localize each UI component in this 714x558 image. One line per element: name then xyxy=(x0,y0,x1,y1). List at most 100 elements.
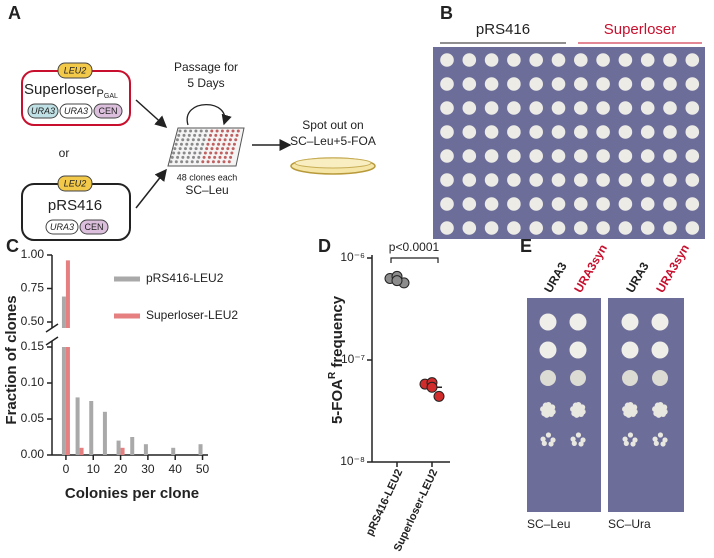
colony-spot xyxy=(551,149,566,163)
colony-spot xyxy=(652,370,668,386)
well xyxy=(174,142,178,146)
well xyxy=(231,147,235,151)
well xyxy=(219,133,223,137)
gene-box xyxy=(93,103,123,119)
well xyxy=(223,155,227,159)
well xyxy=(189,147,193,151)
colony-spot xyxy=(507,149,521,163)
colony-spot xyxy=(640,53,655,67)
y-tick-label: 1.00 xyxy=(21,247,45,261)
colony-spot xyxy=(507,77,521,91)
colony-spot xyxy=(529,101,543,115)
colony-spot xyxy=(596,125,610,139)
marker-box xyxy=(57,175,93,192)
well xyxy=(187,133,191,137)
colony-spot xyxy=(663,173,677,187)
colony-spot xyxy=(529,149,543,163)
well xyxy=(209,151,213,155)
colony-spot xyxy=(540,436,546,442)
colony-spot xyxy=(651,313,669,331)
well xyxy=(209,133,213,137)
well xyxy=(193,133,197,137)
legend-label: pRS416-LEU2 xyxy=(146,271,224,285)
colony-spot xyxy=(662,437,668,443)
x-tick-label: 50 xyxy=(196,462,210,476)
well xyxy=(196,160,199,164)
colony-spot xyxy=(574,53,588,67)
plate-spots xyxy=(440,53,700,235)
well xyxy=(236,129,240,133)
colony-spot xyxy=(574,173,588,187)
well xyxy=(207,138,211,142)
colony-spot xyxy=(618,101,633,115)
colony-spot xyxy=(632,437,638,443)
well xyxy=(234,138,238,142)
well xyxy=(214,133,218,137)
bar xyxy=(116,440,121,455)
colony-spot xyxy=(572,402,579,409)
colony-spot xyxy=(685,77,700,91)
colony-spot xyxy=(548,441,554,447)
column-label: URA3 xyxy=(541,260,570,296)
gene-label: URA3 xyxy=(50,222,74,232)
colony-spot xyxy=(529,221,543,235)
colony-spot xyxy=(663,101,677,115)
colony-spot xyxy=(529,125,543,139)
promoter: P xyxy=(97,88,104,100)
colony-spot xyxy=(484,173,499,187)
colony-spot xyxy=(624,402,631,409)
bar xyxy=(102,411,107,455)
colony-spot xyxy=(640,101,655,115)
colony-spot xyxy=(685,173,700,187)
histogram: 0.00 0.05 0.10 0.15 0.50 0.75 1.00 0 10 20 30 40 50 C… xyxy=(3,247,238,502)
panel-letter: E xyxy=(520,236,532,256)
well xyxy=(218,138,222,142)
colony-spot xyxy=(569,341,587,359)
colony-spot xyxy=(507,221,521,235)
clones-label: 48 clones each xyxy=(177,172,238,182)
gene-label: CEN xyxy=(84,222,103,232)
well xyxy=(210,129,214,133)
colony-spot xyxy=(484,221,499,235)
plate-spots xyxy=(539,313,669,447)
gene-label: URA3 xyxy=(64,106,88,116)
colony-spot xyxy=(618,125,633,139)
well xyxy=(215,147,219,151)
well xyxy=(221,147,225,151)
colony-spot xyxy=(507,101,521,115)
promoter-sub: GAL xyxy=(104,93,118,100)
y-tick-label: 0.00 xyxy=(21,447,45,461)
well xyxy=(228,138,232,142)
well xyxy=(222,160,226,164)
colony-spot xyxy=(657,432,664,438)
gene-box xyxy=(59,103,93,119)
colony-spot xyxy=(596,149,610,163)
well xyxy=(169,160,173,164)
data-point xyxy=(426,381,438,393)
colony-spot xyxy=(640,173,655,187)
colony-spot xyxy=(440,221,454,235)
colony-spot xyxy=(685,101,700,115)
well xyxy=(194,147,198,151)
well xyxy=(170,155,174,159)
gene-box xyxy=(27,103,59,119)
well xyxy=(231,129,235,133)
colony-spot xyxy=(618,149,633,163)
spot-label: Spot out on xyxy=(302,118,363,132)
colony-spot xyxy=(640,149,655,163)
colony-spot xyxy=(631,404,638,411)
well xyxy=(201,142,205,146)
colony-spot xyxy=(622,436,628,442)
well xyxy=(182,133,186,137)
plasmid-name: pRS416 xyxy=(48,197,102,214)
colony-spot xyxy=(574,125,588,139)
well xyxy=(185,142,189,146)
well xyxy=(230,151,234,155)
colony-spot xyxy=(618,77,633,91)
colony-spot xyxy=(622,370,638,386)
well xyxy=(174,160,178,164)
arrow xyxy=(135,99,168,129)
bar xyxy=(143,444,148,455)
well xyxy=(218,155,222,159)
